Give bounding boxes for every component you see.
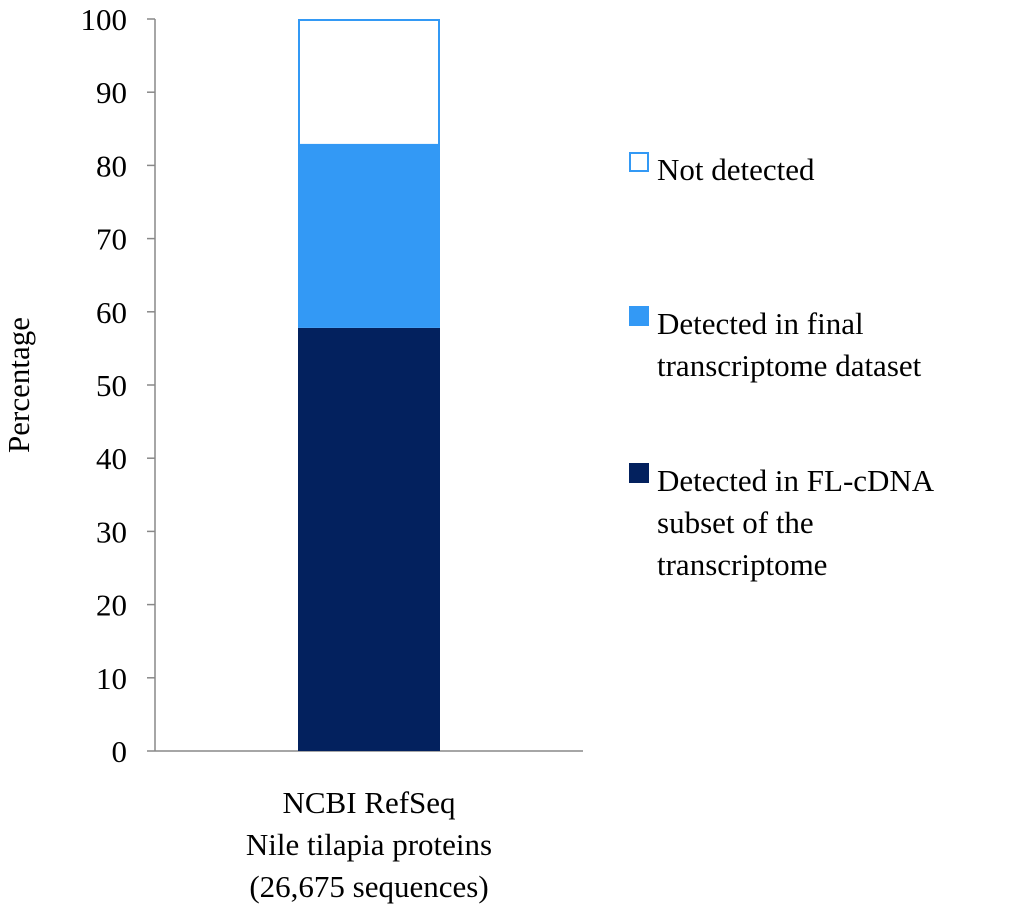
x-category-label-line: (26,675 sequences)	[249, 869, 488, 904]
y-tick-label: 20	[96, 588, 127, 623]
bar-segment-series-2	[298, 19, 440, 146]
legend-label-line: Detected in final	[657, 306, 864, 341]
y-tick-label: 80	[96, 148, 127, 183]
legend-label-line: Detected in FL-cDNA	[657, 463, 935, 498]
y-tick-label: 90	[96, 75, 127, 110]
legend-label-line: transcriptome	[657, 547, 827, 582]
labels: Percentage NCBI RefSeq Nile tilapia protei…	[1, 317, 492, 904]
bar-segment-series-1	[298, 144, 440, 328]
y-tick-label: 50	[96, 368, 127, 403]
axes: 0 10 20 30 40 50 60 70 80 90 100	[81, 2, 583, 769]
y-tick-label: 10	[96, 661, 127, 696]
y-tick-label: 70	[96, 222, 127, 257]
legend-label-series-0: Detected in FL-cDNA subset of the transcri…	[657, 463, 935, 582]
legend-label-line: Not detected	[657, 152, 815, 187]
y-tick-label: 30	[96, 514, 127, 549]
legend: Not detected Detected in final transcripto…	[629, 152, 935, 582]
legend-label-series-1: Detected in final transcriptome dataset	[657, 306, 922, 383]
x-category-label: NCBI RefSeq Nile tilapia proteins (26,675 …	[246, 785, 492, 904]
legend-label-series-2: Not detected	[657, 152, 815, 187]
bars	[298, 19, 440, 751]
y-tick-label: 60	[96, 295, 127, 330]
y-axis-label: Percentage	[1, 317, 36, 453]
legend-label-line: transcriptome dataset	[657, 348, 922, 383]
x-category-label-line: Nile tilapia proteins	[246, 827, 492, 862]
legend-label-line: subset of the	[657, 505, 814, 540]
y-tick-label: 0	[112, 734, 128, 769]
bar-segment-series-0	[298, 327, 440, 751]
legend-swatch-series-1	[629, 306, 649, 326]
y-tick-label: 100	[81, 2, 128, 37]
legend-swatch-series-2	[629, 152, 649, 172]
x-category-label-line: NCBI RefSeq	[282, 785, 455, 820]
y-tick-label: 40	[96, 441, 127, 476]
legend-swatch-series-0	[629, 463, 649, 483]
